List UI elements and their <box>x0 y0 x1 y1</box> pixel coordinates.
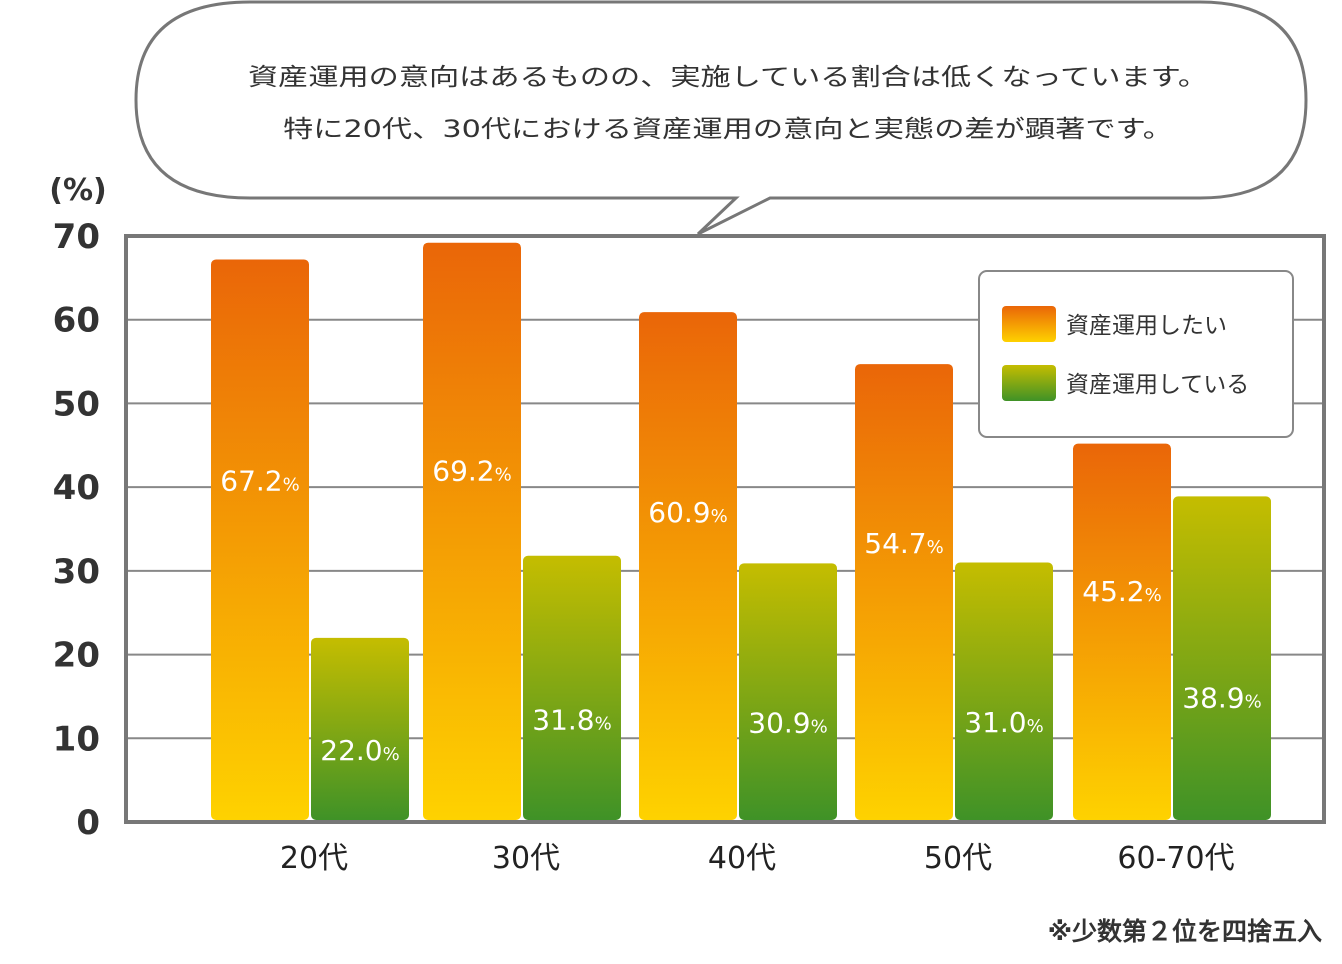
bubble-line-2: 特に20代、30代における資産運用の意向と実態の差が顕著です。 <box>283 115 1173 143</box>
value-label-doing: 31.0% <box>964 706 1043 739</box>
bar-want <box>211 259 309 820</box>
bar-doing <box>955 562 1053 820</box>
value-label-doing: 22.0% <box>320 734 399 767</box>
bar-doing <box>311 637 409 820</box>
speech-bubble <box>134 0 1308 236</box>
value-label-doing: 38.9% <box>1182 682 1261 715</box>
value-labels: 67.2% 22.0% 69.2% 31.8% 60.9% 30.9% 54.7% 31.0%… <box>220 454 1261 766</box>
y-tick-label: 20 <box>53 636 100 676</box>
bar-doing <box>1173 496 1271 820</box>
legend-box <box>978 270 1294 438</box>
legend: 資産運用したい 資産運用している <box>978 270 1294 438</box>
y-tick-label: 60 <box>53 301 100 341</box>
x-category-label: 60-70代 <box>1117 841 1234 876</box>
x-category-label: 20代 <box>280 841 348 876</box>
x-category-label: 50代 <box>924 841 992 876</box>
y-axis-ticks: 0 10 20 30 40 50 60 70 <box>53 217 100 843</box>
y-tick-label: 70 <box>53 217 100 257</box>
bar-want <box>423 242 521 820</box>
value-label-doing: 30.9% <box>748 706 827 739</box>
value-label-want: 54.7% <box>864 527 943 560</box>
value-label-want: 60.9% <box>648 496 727 529</box>
y-tick-label: 50 <box>53 384 100 424</box>
legend-swatch-doing <box>1002 365 1056 401</box>
y-tick-label: 10 <box>53 719 100 759</box>
footnote: ※少数第２位を四捨五入 <box>1048 917 1322 946</box>
legend-swatch-want <box>1002 306 1056 342</box>
y-tick-label: 40 <box>53 468 100 508</box>
bars <box>211 242 1271 820</box>
x-category-label: 40代 <box>708 841 776 876</box>
y-axis-unit: (%) <box>49 173 106 208</box>
bar-want <box>639 312 737 820</box>
x-axis-categories: 20代 30代 40代 50代 60-70代 <box>280 841 1235 876</box>
bar-want <box>855 364 953 820</box>
value-label-want: 69.2% <box>432 454 511 487</box>
bar-want <box>1073 443 1171 820</box>
y-tick-label: 30 <box>53 552 100 592</box>
legend-label-doing: 資産運用している <box>1066 372 1249 398</box>
value-label-doing: 31.8% <box>532 704 611 737</box>
x-category-label: 30代 <box>492 841 560 876</box>
value-label-want: 45.2% <box>1082 575 1161 608</box>
bubble-line-1: 資産運用の意向はあるものの、実施している割合は低くなっています。 <box>248 63 1208 91</box>
bar-doing <box>739 563 837 820</box>
value-label-want: 67.2% <box>220 464 299 497</box>
legend-label-want: 資産運用したい <box>1066 313 1227 339</box>
bar-doing <box>523 555 621 820</box>
y-tick-label: 0 <box>76 803 100 843</box>
